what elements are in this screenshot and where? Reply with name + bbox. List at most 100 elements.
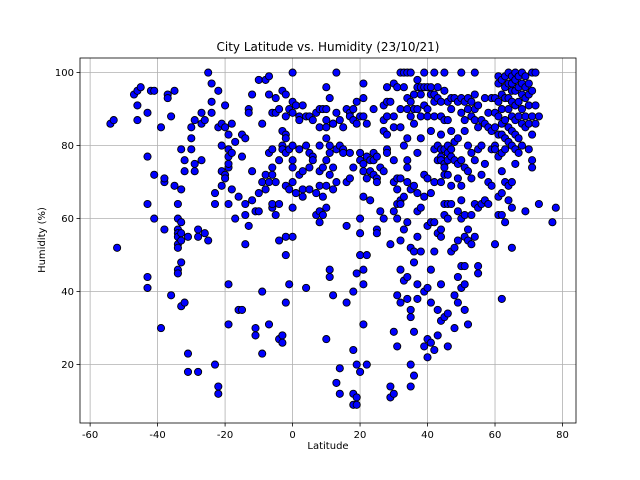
data-point — [477, 170, 486, 179]
data-point — [288, 178, 297, 187]
data-point — [254, 207, 263, 216]
x-tick-label: 60 — [489, 430, 502, 441]
data-point — [507, 203, 516, 212]
data-point — [490, 240, 500, 249]
data-point — [227, 185, 236, 194]
data-point — [362, 251, 371, 260]
y-tick-label: 40 — [61, 287, 74, 298]
data-point — [322, 203, 331, 212]
data-point — [379, 167, 388, 176]
data-point — [386, 97, 395, 106]
data-point — [430, 218, 439, 227]
data-point — [497, 105, 506, 114]
data-point — [453, 236, 462, 245]
data-point — [409, 90, 419, 99]
data-point — [426, 189, 435, 198]
data-point — [143, 272, 152, 282]
data-point — [275, 236, 284, 245]
data-point — [396, 236, 405, 245]
data-point — [450, 291, 459, 300]
data-point — [463, 167, 473, 176]
data-point — [393, 214, 402, 223]
data-point — [399, 141, 408, 150]
data-point — [325, 272, 334, 282]
data-point — [318, 192, 327, 201]
data-point — [399, 192, 408, 201]
data-point — [396, 174, 405, 183]
data-point — [136, 83, 145, 92]
data-point — [160, 174, 169, 183]
data-point — [460, 305, 469, 314]
data-point — [173, 269, 182, 278]
data-point — [143, 283, 152, 292]
data-point — [285, 280, 294, 289]
data-point — [352, 269, 361, 278]
data-point — [318, 163, 327, 172]
data-point — [177, 236, 186, 245]
data-point — [463, 320, 473, 329]
data-point — [150, 86, 159, 95]
data-point — [426, 126, 435, 136]
data-point — [352, 97, 361, 106]
data-point — [470, 232, 479, 241]
data-point — [487, 181, 496, 190]
data-point — [436, 178, 446, 187]
data-point — [443, 342, 452, 351]
data-point — [430, 68, 439, 77]
data-point — [403, 134, 412, 143]
data-point — [433, 83, 442, 92]
data-point — [436, 232, 446, 241]
data-point — [447, 181, 456, 190]
data-point — [224, 159, 233, 168]
data-point — [268, 145, 277, 154]
data-point — [399, 225, 408, 234]
data-point — [248, 90, 257, 99]
data-point — [190, 167, 199, 176]
data-point — [241, 134, 250, 143]
data-point — [109, 116, 118, 125]
data-point — [460, 210, 469, 220]
data-point — [453, 298, 462, 307]
data-point — [524, 119, 533, 128]
data-point — [227, 148, 236, 157]
data-point — [322, 105, 331, 114]
data-point — [167, 291, 176, 300]
data-point — [490, 145, 500, 154]
data-point — [467, 174, 476, 183]
data-point — [268, 163, 277, 172]
data-point — [261, 170, 270, 179]
data-point — [413, 232, 422, 241]
data-point — [420, 68, 429, 77]
data-point — [190, 116, 199, 125]
data-point — [494, 97, 503, 106]
data-point — [359, 192, 368, 201]
data-point — [251, 331, 260, 340]
chart-title: City Latitude vs. Humidity (23/10/21) — [216, 40, 439, 54]
data-point — [531, 68, 540, 77]
data-point — [325, 265, 334, 274]
data-point — [423, 353, 432, 362]
data-point — [305, 163, 314, 172]
data-point — [362, 360, 371, 369]
data-point — [494, 112, 503, 121]
data-point — [298, 192, 307, 201]
data-point — [443, 170, 452, 179]
data-points — [106, 68, 560, 409]
data-point — [298, 167, 307, 176]
data-point — [551, 203, 560, 212]
data-point — [170, 86, 179, 95]
data-point — [143, 152, 152, 161]
data-point — [497, 294, 506, 303]
data-point — [362, 119, 371, 128]
data-point — [298, 101, 307, 110]
data-point — [430, 178, 439, 187]
data-point — [251, 324, 260, 333]
data-point — [501, 116, 510, 125]
data-point — [423, 112, 432, 121]
data-point — [426, 338, 435, 347]
data-point — [436, 97, 446, 106]
data-point — [403, 218, 412, 227]
data-point — [156, 123, 166, 132]
data-point — [528, 156, 537, 165]
data-point — [329, 163, 338, 172]
